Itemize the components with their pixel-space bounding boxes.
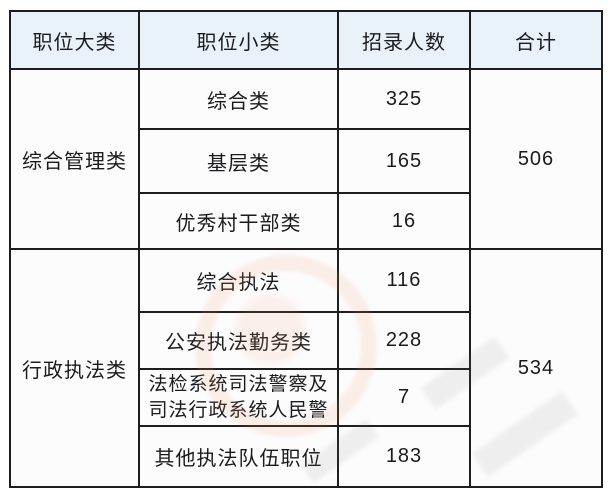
table-row: 行政执法类 综合执法 116 534 [9,248,603,488]
header-cell-total: 合计 [469,10,603,70]
table-row: 其他执法队伍职位 183 [10,425,602,488]
header-cell-major-category: 职位大类 [9,10,140,70]
recruitment-table: 职位大类 职位小类 招录人数 合计 综合管理类 综合类 325 506 基层类 … [9,10,603,488]
count-cell: 16 [337,192,471,250]
table-row: 综合管理类 综合类 325 506 [9,68,603,250]
minor-category-cell: 其他执法队伍职位 [138,425,339,488]
minor-category-cell: 基层类 [138,128,339,194]
count-cell: 228 [337,311,471,370]
major-category-cell: 综合管理类 [9,68,140,250]
total-cell: 534 [469,248,603,488]
table-header-row: 职位大类 职位小类 招录人数 合计 [9,10,603,70]
header-cell-minor-category: 职位小类 [138,10,339,70]
major-category-cell: 行政执法类 [9,248,140,488]
count-cell: 165 [337,128,471,194]
table-row: 基层类 165 [10,128,602,194]
total-cell: 506 [469,68,603,250]
minor-category-cell: 优秀村干部类 [138,192,339,250]
minor-category-cell: 法检系统司法警察及司法行政系统人民警 [138,368,339,427]
minor-category-cell: 综合类 [138,68,339,130]
table-row: 优秀村干部类 16 [10,192,602,250]
count-cell: 7 [337,368,471,427]
table-row: 公安执法勤务类 228 [10,311,602,370]
minor-category-cell: 公安执法勤务类 [138,311,339,370]
table-row: 法检系统司法警察及司法行政系统人民警 7 [10,368,602,427]
count-cell: 325 [337,68,471,130]
header-cell-recruit-count: 招录人数 [337,10,471,70]
count-cell: 116 [337,248,471,313]
minor-category-cell: 综合执法 [138,248,339,313]
count-cell: 183 [337,425,471,488]
